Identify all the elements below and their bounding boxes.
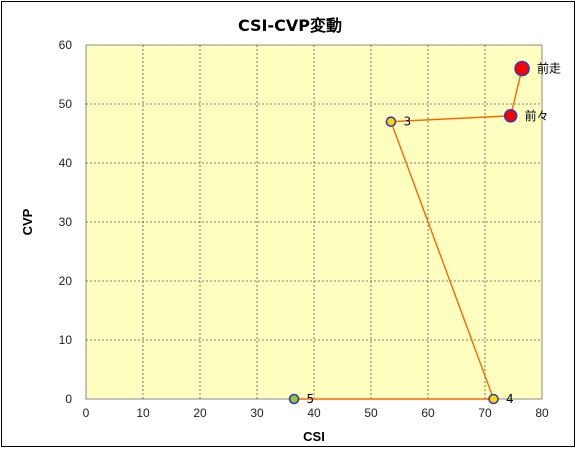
x-tick-label: 0 [83,406,90,420]
chart-title: CSI-CVP変動 [238,16,342,35]
x-tick-label: 60 [421,406,435,420]
y-tick-label: 0 [65,392,72,406]
data-point-label: 3 [403,115,411,129]
y-tick-label: 20 [59,274,73,288]
x-tick-label: 80 [535,406,549,420]
x-tick-label: 10 [136,406,150,420]
x-tick-label: 20 [193,406,207,420]
data-point-label: 前走 [537,61,561,76]
x-tick-label: 30 [250,406,264,420]
y-tick-label: 30 [59,215,73,229]
y-tick-label: 10 [59,333,73,347]
x-axis-ticks: 0 10 20 30 40 50 60 70 80 [83,406,549,420]
x-tick-label: 40 [307,406,321,420]
data-point-label: 4 [506,392,514,406]
y-tick-label: 40 [59,156,73,170]
data-point-5 [514,60,530,77]
data-point-4 [503,109,518,123]
data-points: 5 4 3 前々 前走 [288,60,561,406]
y-tick-label: 60 [59,38,73,52]
data-point-1 [288,393,300,405]
data-point-2 [488,393,499,405]
y-tick-label: 50 [59,97,73,111]
y-axis-label: CVP [20,208,35,235]
data-point-3 [385,116,397,127]
y-axis-ticks: 0 10 20 30 40 50 60 [59,38,73,406]
data-point-label: 5 [307,392,315,406]
x-tick-label: 50 [364,406,378,420]
data-point-label: 前々 [525,108,549,123]
x-tick-label: 70 [478,406,492,420]
x-axis-label: CSI [303,429,325,444]
